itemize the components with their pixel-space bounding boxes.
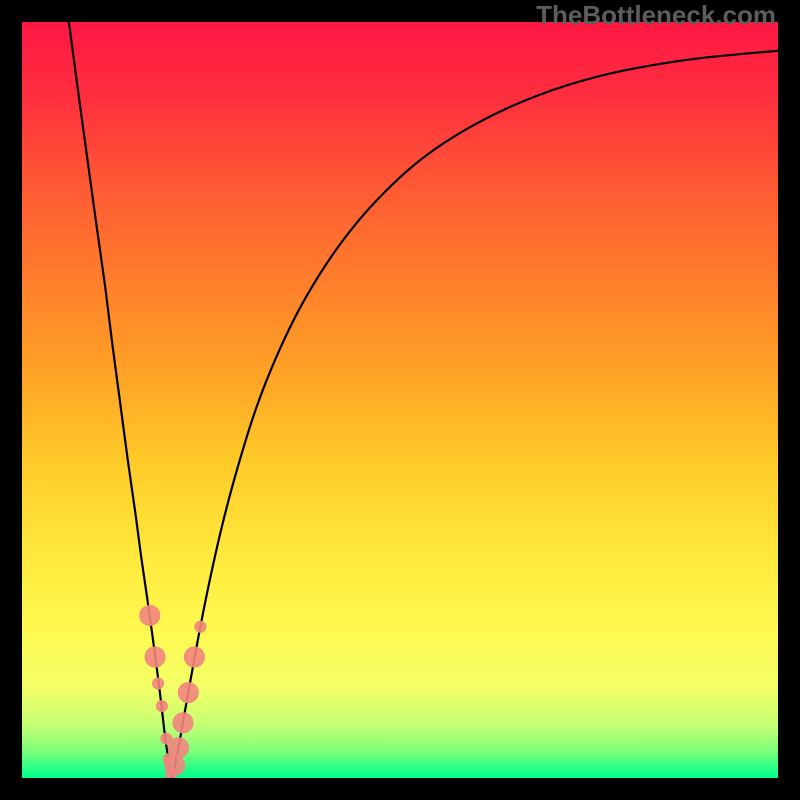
marker-point <box>145 647 165 667</box>
plot-svg <box>22 22 778 778</box>
marker-point <box>168 738 188 758</box>
marker-point <box>184 647 204 667</box>
chart-root: TheBottleneck.com <box>0 0 800 800</box>
marker-point <box>178 683 198 703</box>
marker-point <box>140 605 160 625</box>
marker-point <box>195 621 206 632</box>
marker-point <box>173 713 193 733</box>
watermark-label: TheBottleneck.com <box>536 0 776 31</box>
plot-area <box>22 22 778 778</box>
curve-right <box>172 51 778 778</box>
chart-frame <box>22 22 778 778</box>
marker-point <box>165 755 185 775</box>
marker-point <box>153 678 164 689</box>
marker-point <box>156 701 167 712</box>
